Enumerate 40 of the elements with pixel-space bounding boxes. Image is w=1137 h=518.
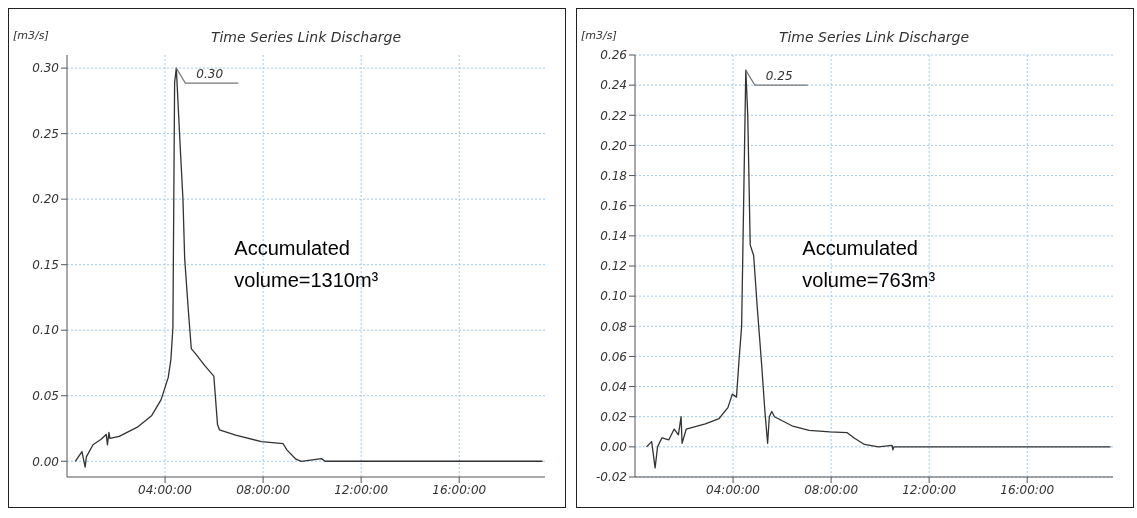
- annotation: 0.25: [765, 69, 793, 84]
- y-tick-label: 0.10: [600, 289, 628, 304]
- y-tick-label: 0.12: [600, 259, 627, 274]
- y-tick-label: 0.05: [32, 389, 59, 404]
- chart-title: Time Series Link Discharge: [777, 29, 971, 45]
- x-tick-label: 12:00:00: [902, 482, 957, 497]
- annotation: 0.30: [196, 67, 224, 82]
- line-series: [74, 67, 544, 468]
- y-tick-label: 0.18: [600, 168, 628, 183]
- y-tick-label: 0.15: [32, 257, 59, 272]
- y-tick-label: 0.25: [32, 126, 59, 141]
- y-tick-label: 0.26: [600, 48, 628, 63]
- y-tick-label: 0.02: [600, 409, 627, 424]
- y-tick-label: -0.02: [595, 470, 627, 485]
- y-tick-label: 0.30: [32, 61, 60, 76]
- chart-title: Time Series Link Discharge: [209, 29, 403, 45]
- y-tick-label: 0.14: [600, 229, 627, 244]
- y-tick-label: 0.08: [600, 319, 628, 334]
- line-series: [645, 69, 1112, 469]
- y-tick-label: 0.06: [600, 349, 628, 364]
- x-tick-label: 12:00:00: [334, 482, 389, 497]
- y-tick-label: 0.10: [32, 323, 60, 338]
- annotation: Accumulated volume=1310m³: [234, 236, 380, 294]
- x-tick-label: 04:00:00: [138, 482, 193, 497]
- x-tick-label: 08:00:00: [804, 482, 859, 497]
- y-tick-label: 0.00: [600, 440, 628, 455]
- x-tick-label: 04:00:00: [706, 482, 761, 497]
- x-tick-label: 16:00:00: [1000, 482, 1055, 497]
- y-tick-label: 0.20: [600, 138, 628, 153]
- x-tick-label: 08:00:00: [236, 482, 291, 497]
- y-tick-label: 0.24: [600, 78, 627, 93]
- y-tick-label: 0.04: [600, 379, 627, 394]
- y-tick-label: 0.22: [600, 108, 627, 123]
- x-tick-label: 16:00:00: [432, 482, 487, 497]
- y-axis-title: [m3/s]: [581, 29, 617, 42]
- y-axis-title: [m3/s]: [13, 29, 49, 42]
- y-tick-label: 0.20: [32, 192, 60, 207]
- annotation: Accumulated volume=763m³: [802, 236, 937, 294]
- y-tick-label: 0.16: [600, 198, 628, 213]
- y-tick-label: 0.00: [32, 454, 60, 469]
